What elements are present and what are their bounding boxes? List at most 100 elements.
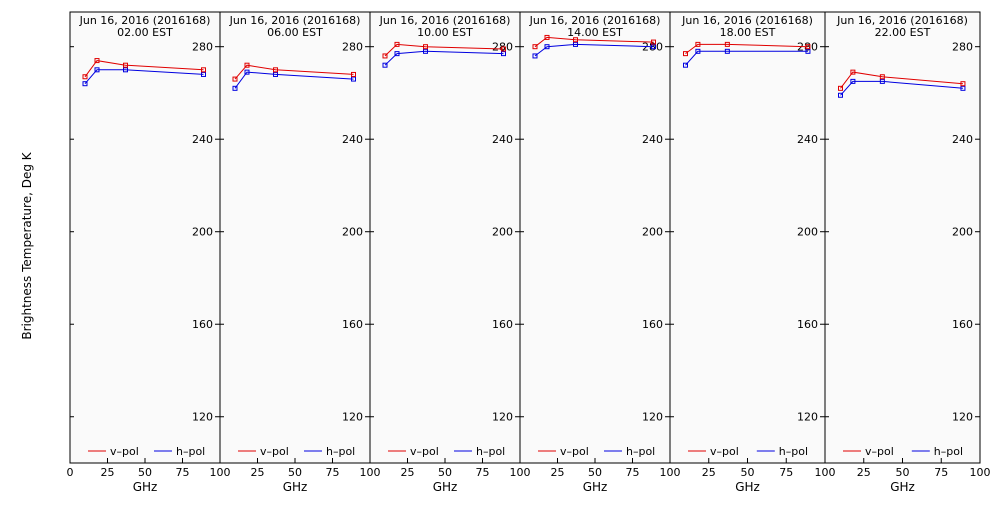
plot-area	[519, 11, 671, 464]
x-tick-label: 75	[779, 466, 793, 479]
x-tick-label: 100	[210, 466, 231, 479]
y-tick-label: 120	[492, 411, 513, 424]
hpol-point	[423, 48, 428, 54]
y-tick-label: 120	[797, 411, 818, 424]
vpol-point	[82, 74, 88, 80]
vpol-point	[232, 76, 238, 82]
y-tick-label: 120	[342, 411, 363, 424]
y-tick-label: 160	[492, 318, 513, 331]
y-tick-label: 280	[797, 41, 818, 54]
x-tick-label: 50	[588, 466, 602, 479]
hpol-point	[544, 44, 550, 50]
legend-hpol-label: h–pol	[326, 445, 355, 458]
y-tick-label: 120	[192, 411, 213, 424]
vpol-point	[501, 46, 506, 52]
x-tick-label: 25	[401, 466, 415, 479]
vpol-series-line	[234, 64, 354, 80]
hpol-series-line	[840, 80, 964, 96]
legend-hpol-label: h–pol	[934, 445, 963, 458]
x-tick-label: 50	[896, 466, 910, 479]
hpol-point	[683, 62, 688, 68]
hpol-point	[805, 48, 811, 54]
panel-title: Jun 16, 2016 (2016168)	[529, 14, 661, 27]
x-tick-label: 50	[138, 466, 152, 479]
y-axis-label: Brightness Temperature, Deg K	[20, 151, 34, 339]
y-tick-label: 240	[492, 133, 513, 146]
hpol-point	[351, 76, 356, 82]
x-tick-label: 25	[702, 466, 716, 479]
y-tick-label: 200	[192, 226, 213, 239]
x-tick-label: 25	[251, 466, 265, 479]
hpol-point	[879, 78, 885, 84]
x-axis-label: GHz	[283, 480, 308, 494]
legend-vpol-label: v–pol	[710, 445, 739, 458]
vpol-series-line	[384, 43, 504, 57]
vpol-point	[423, 44, 428, 50]
y-tick-label: 160	[192, 318, 213, 331]
y-tick-label: 160	[952, 318, 973, 331]
panel-3: Jun 16, 2016 (2016168)10.00 EST 120 160 200…	[369, 11, 531, 494]
y-tick-label: 240	[642, 133, 663, 146]
x-tick-label: 75	[326, 466, 340, 479]
x-tick-label: 100	[360, 466, 381, 479]
legend-hpol-label: h–pol	[626, 445, 655, 458]
legend-vpol-label: v–pol	[560, 445, 589, 458]
vpol-series-line	[84, 60, 204, 78]
vpol-series-line	[534, 36, 654, 48]
plot-area	[69, 11, 221, 464]
panel-1: Jun 16, 2016 (2016168)02.00 EST 120 160 200…	[67, 11, 231, 494]
hpol-point	[201, 71, 206, 77]
y-tick-label: 200	[642, 226, 663, 239]
legend-vpol-label: v–pol	[410, 445, 439, 458]
vpol-point	[273, 67, 278, 73]
y-tick-label: 240	[952, 133, 973, 146]
hpol-point	[394, 51, 400, 57]
y-tick-label: 240	[342, 133, 363, 146]
vpol-point	[573, 37, 578, 43]
hpol-point	[273, 71, 278, 77]
hpol-series-line	[534, 43, 654, 57]
plot-area	[219, 11, 371, 464]
hpol-point	[244, 69, 250, 75]
panel-subtitle: 14.00 EST	[567, 26, 623, 39]
panel-title: Jun 16, 2016 (2016168)	[836, 14, 968, 27]
x-axis-label: GHz	[890, 480, 915, 494]
vpol-point	[695, 41, 701, 47]
panel-title: Jun 16, 2016 (2016168)	[229, 14, 361, 27]
vpol-point	[201, 67, 206, 73]
y-tick-label: 160	[642, 318, 663, 331]
vpol-point	[394, 41, 400, 47]
x-axis-label: GHz	[133, 480, 158, 494]
y-tick-label: 200	[952, 226, 973, 239]
x-tick-label: 75	[934, 466, 948, 479]
panel-5: Jun 16, 2016 (2016168)18.00 EST 120 160 200…	[669, 11, 836, 494]
hpol-series-line	[234, 71, 354, 89]
legend-vpol-label: v–pol	[260, 445, 289, 458]
vpol-point	[724, 41, 730, 47]
vpol-point	[651, 39, 656, 45]
hpol-point	[695, 48, 701, 54]
vpol-point	[838, 85, 843, 91]
vpol-point	[544, 34, 550, 40]
vpol-point	[850, 69, 856, 75]
vpol-point	[382, 53, 388, 59]
vpol-point	[683, 51, 688, 57]
hpol-point	[724, 48, 730, 54]
y-tick-label: 280	[642, 41, 663, 54]
vpol-point	[805, 44, 811, 50]
hpol-point	[573, 41, 578, 47]
x-tick-label: 75	[476, 466, 490, 479]
hpol-point	[532, 53, 538, 59]
legend-hpol-label: h–pol	[779, 445, 808, 458]
hpol-point	[651, 44, 656, 50]
hpol-point	[960, 85, 966, 91]
vpol-point	[960, 81, 966, 87]
legend-vpol-label: v–pol	[865, 445, 894, 458]
vpol-point	[123, 62, 128, 68]
panel-title: Jun 16, 2016 (2016168)	[681, 14, 813, 27]
hpol-series-line	[84, 69, 204, 85]
panel-title: Jun 16, 2016 (2016168)	[79, 14, 211, 27]
hpol-series-line	[384, 50, 504, 66]
x-tick-label: 25	[101, 466, 115, 479]
